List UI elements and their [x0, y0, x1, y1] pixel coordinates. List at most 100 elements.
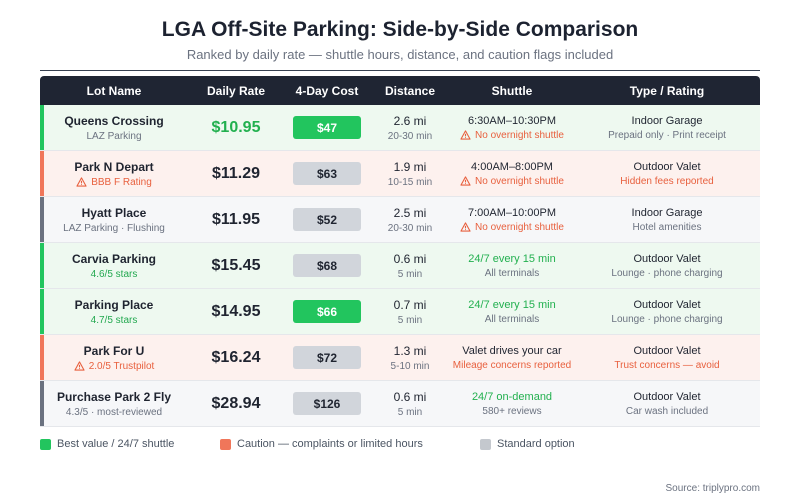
lot-subtitle: 4.3/5 · most-reviewed: [65, 406, 163, 418]
daily-rate-cell: $16.24: [188, 335, 284, 380]
lot-name-cell: Parking Place 4.7/5 stars: [40, 289, 188, 334]
daily-rate: $15.45: [211, 256, 261, 274]
lot-subtitle: LAZ Parking: [86, 130, 142, 142]
drive-time: 20-30 min: [387, 222, 433, 234]
daily-rate: $14.95: [211, 302, 261, 320]
lot-subtitle: LAZ Parking · Flushing: [63, 222, 165, 234]
type-rating-cell: Indoor Garage Prepaid only · Print receip…: [574, 105, 760, 150]
four-day-cost-cell: $68: [284, 243, 370, 288]
distance: 0.7 mi: [393, 297, 427, 312]
type-note: Hotel amenities: [632, 221, 702, 233]
daily-rate-cell: $28.94: [188, 381, 284, 426]
distance: 0.6 mi: [393, 251, 427, 266]
lot-type: Outdoor Valet: [633, 298, 701, 311]
lot-name: Park N Depart: [74, 159, 154, 174]
type-note: Car wash included: [625, 405, 709, 417]
distance-cell: 1.9 mi 10-15 min: [370, 151, 450, 196]
page-title: LGA Off-Site Parking: Side-by-Side Compa…: [161, 18, 639, 41]
shuttle-hours: Valet drives your car: [462, 344, 562, 357]
four-day-cost-cell: $47: [284, 105, 370, 150]
status-bar-gray: [40, 197, 44, 242]
legend-label-best: Best value / 24/7 shuttle: [57, 438, 175, 450]
lot-type: Indoor Garage: [631, 206, 703, 219]
lot-name-cell: Purchase Park 2 Fly 4.3/5 · most-reviewed: [40, 381, 188, 426]
table-row: Queens Crossing LAZ Parking $10.95 $47 2.6 m…: [40, 105, 760, 151]
four-day-cost-badge: $68: [293, 254, 361, 277]
table-row: Park N Depart BBB F Rating $11.29 $63 1.9 mi…: [40, 151, 760, 197]
shuttle-hours: 4:00AM–8:00PM: [471, 160, 553, 173]
table-body: Queens Crossing LAZ Parking $10.95 $47 2.6 m…: [40, 105, 760, 427]
shuttle-note: 580+ reviews: [482, 405, 542, 417]
comparison-table: Lot Name Daily Rate 4-Day Cost Distance …: [40, 76, 760, 427]
drive-time: 5 min: [397, 268, 423, 280]
shuttle-note: All terminals: [484, 313, 540, 325]
lot-name-cell: Queens Crossing LAZ Parking: [40, 105, 188, 150]
column-header-type-rating: Type / Rating: [629, 83, 705, 98]
warning-icon: [460, 176, 471, 186]
four-day-cost-cell: $126: [284, 381, 370, 426]
legend: Best value / 24/7 shuttle Caution — comp…: [40, 438, 760, 452]
four-day-cost-cell: $66: [284, 289, 370, 334]
legend-item-best: Best value / 24/7 shuttle: [40, 438, 174, 450]
distance-cell: 0.7 mi 5 min: [370, 289, 450, 334]
status-bar-red: [40, 151, 44, 196]
shuttle-warning: No overnight shuttle: [460, 222, 564, 233]
shuttle-hours: 24/7 on-demand: [471, 390, 553, 403]
four-day-cost-badge: $126: [293, 392, 361, 415]
lot-subtitle: 4.6/5 stars: [90, 268, 138, 280]
legend-label-caution: Caution — complaints or limited hours: [237, 438, 423, 450]
lot-subtitle: BBB F Rating: [91, 176, 152, 188]
drive-time: 5 min: [397, 314, 423, 326]
shuttle-note: No overnight shuttle: [475, 221, 564, 233]
daily-rate-cell: $10.95: [188, 105, 284, 150]
drive-time: 10-15 min: [387, 176, 433, 188]
lot-subtitle: 2.0/5 Trustpilot: [88, 360, 155, 372]
four-day-cost-cell: $63: [284, 151, 370, 196]
four-day-cost-badge: $63: [293, 162, 361, 185]
distance: 2.5 mi: [393, 205, 427, 220]
column-header-daily-rate: Daily Rate: [206, 83, 266, 98]
distance: 1.9 mi: [393, 159, 427, 174]
shuttle-note: No overnight shuttle: [475, 175, 564, 187]
lot-subtitle: 4.7/5 stars: [90, 314, 138, 326]
drive-time: 5 min: [397, 406, 423, 418]
shuttle-cell: Valet drives your car Mileage concerns re…: [450, 335, 574, 380]
lot-name-cell: Carvia Parking 4.6/5 stars: [40, 243, 188, 288]
four-day-cost-cell: $52: [284, 197, 370, 242]
distance-cell: 0.6 mi 5 min: [370, 381, 450, 426]
legend-item-caution: Caution — complaints or limited hours: [220, 438, 423, 450]
daily-rate: $11.95: [211, 210, 261, 228]
legend-swatch-red: [220, 438, 231, 450]
distance: 0.6 mi: [393, 389, 427, 404]
warning-icon: [460, 222, 471, 232]
type-note: Prepaid only · Print receipt: [608, 129, 726, 141]
daily-rate-cell: $14.95: [188, 289, 284, 334]
four-day-cost-badge: $66: [293, 300, 361, 323]
distance-cell: 2.5 mi 20-30 min: [370, 197, 450, 242]
column-header-lot-name: Lot Name: [86, 83, 142, 98]
table-row: Parking Place 4.7/5 stars $14.95 $66 0.7 mi 5…: [40, 289, 760, 335]
shuttle-hours: 6:30AM–10:30PM: [467, 114, 557, 127]
column-header-distance: Distance: [384, 83, 436, 98]
legend-item-standard: Standard option: [480, 438, 575, 450]
status-bar-green: [40, 289, 44, 334]
shuttle-note: No overnight shuttle: [475, 129, 564, 141]
type-note: Trust concerns — avoid: [614, 359, 720, 371]
distance: 1.3 mi: [393, 343, 427, 358]
lot-type: Indoor Garage: [631, 114, 703, 127]
type-rating-cell: Outdoor Valet Car wash included: [574, 381, 760, 426]
distance: 2.6 mi: [393, 113, 427, 128]
daily-rate: $16.24: [211, 348, 261, 366]
type-rating-cell: Indoor Garage Hotel amenities: [574, 197, 760, 242]
column-header-shuttle: Shuttle: [491, 83, 533, 98]
lot-name: Parking Place: [74, 297, 154, 312]
shuttle-warning: No overnight shuttle: [460, 176, 564, 187]
shuttle-cell: 4:00AM–8:00PM No overnight shuttle: [450, 151, 574, 196]
shuttle-warning: No overnight shuttle: [460, 130, 564, 141]
lot-type: Outdoor Valet: [633, 160, 701, 173]
table-row: Carvia Parking 4.6/5 stars $15.45 $68 0.6 mi…: [40, 243, 760, 289]
shuttle-cell: 24/7 every 15 min All terminals: [450, 289, 574, 334]
lot-type: Outdoor Valet: [633, 344, 701, 357]
drive-time: 5-10 min: [390, 360, 430, 372]
shuttle-cell: 24/7 every 15 min All terminals: [450, 243, 574, 288]
